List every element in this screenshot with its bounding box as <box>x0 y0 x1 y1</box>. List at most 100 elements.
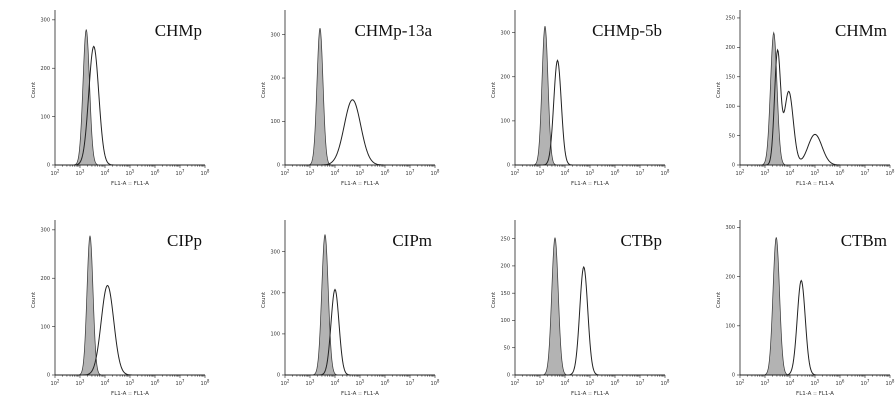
control-histogram <box>740 237 890 376</box>
histogram-panel-7: 0 50 100 150 200 250 102 103 104 105 106 107 108 FL1-… <box>491 220 670 397</box>
sample-histogram <box>515 59 665 166</box>
sample-histogram <box>55 284 205 376</box>
x-tick-label: 103 <box>306 379 315 388</box>
y-tick-label: 300 <box>40 228 50 234</box>
x-tick-label: 102 <box>736 379 745 388</box>
x-tick-label: 106 <box>151 379 160 388</box>
x-axis-label: FL1-A :: FL1-A <box>571 391 609 397</box>
y-tick-label: 0 <box>732 373 735 379</box>
panel-title: CTBm <box>841 231 887 250</box>
x-tick-label: 102 <box>511 379 520 388</box>
x-tick-label: 105 <box>356 379 365 388</box>
y-tick-label: 100 <box>500 318 510 324</box>
y-tick-label: 300 <box>270 249 280 255</box>
x-tick-label: 107 <box>861 379 870 388</box>
y-tick-label: 50 <box>729 133 735 139</box>
x-tick-label: 102 <box>51 169 60 178</box>
y-axis-label: Count <box>491 81 497 98</box>
x-tick-label: 107 <box>176 169 185 178</box>
panel-title: CIPp <box>167 231 202 250</box>
y-tick-label: 200 <box>500 74 510 80</box>
x-axis-label: FL1-A :: FL1-A <box>111 391 149 397</box>
sample-histogram <box>55 45 205 166</box>
x-tick-label: 102 <box>281 169 290 178</box>
x-tick-label: 105 <box>811 379 820 388</box>
x-tick-label: 107 <box>861 169 870 178</box>
panel-title: CHMm <box>835 21 887 40</box>
y-tick-label: 200 <box>725 274 735 280</box>
sample-histogram <box>740 279 890 376</box>
x-tick-label: 108 <box>431 379 440 388</box>
x-tick-label: 107 <box>636 379 645 388</box>
control-histogram <box>285 27 435 166</box>
y-tick-label: 0 <box>507 373 510 379</box>
x-tick-label: 105 <box>586 379 595 388</box>
y-tick-label: 250 <box>725 16 735 22</box>
y-tick-label: 50 <box>504 345 510 351</box>
sample-histogram <box>515 265 665 376</box>
x-tick-label: 104 <box>331 379 340 388</box>
x-tick-label: 108 <box>886 169 895 178</box>
y-tick-label: 200 <box>500 264 510 270</box>
x-tick-label: 107 <box>406 169 415 178</box>
x-tick-label: 106 <box>151 169 160 178</box>
y-tick-label: 100 <box>40 324 50 330</box>
y-axis-label: Count <box>261 291 267 308</box>
y-axis-label: Count <box>261 81 267 98</box>
y-tick-label: 0 <box>732 163 735 169</box>
control-histogram <box>55 235 205 376</box>
y-tick-label: 200 <box>270 76 280 82</box>
y-tick-label: 300 <box>725 225 735 231</box>
y-tick-label: 200 <box>40 276 50 282</box>
y-tick-label: 150 <box>500 291 510 297</box>
x-tick-label: 106 <box>611 379 620 388</box>
x-axis-label: FL1-A :: FL1-A <box>571 181 609 187</box>
x-tick-label: 103 <box>761 379 770 388</box>
x-tick-label: 105 <box>586 169 595 178</box>
y-tick-label: 300 <box>40 18 50 24</box>
x-tick-label: 104 <box>101 379 110 388</box>
x-tick-label: 104 <box>786 379 795 388</box>
control-histogram <box>515 237 665 376</box>
x-axis-label: FL1-A :: FL1-A <box>796 391 834 397</box>
y-tick-label: 0 <box>277 373 280 379</box>
panel-title: CHMp-5b <box>592 21 662 40</box>
x-tick-label: 103 <box>536 169 545 178</box>
control-histogram <box>515 25 665 166</box>
sample-histogram <box>285 288 435 376</box>
x-axis-label: FL1-A :: FL1-A <box>111 181 149 187</box>
x-tick-label: 103 <box>761 169 770 178</box>
y-tick-label: 100 <box>270 119 280 125</box>
x-tick-label: 104 <box>561 379 570 388</box>
x-axis-label: FL1-A :: FL1-A <box>341 391 379 397</box>
x-tick-label: 106 <box>836 169 845 178</box>
y-axis-label: Count <box>491 291 497 308</box>
x-tick-label: 108 <box>431 169 440 178</box>
x-tick-label: 105 <box>126 169 135 178</box>
x-tick-label: 108 <box>661 169 670 178</box>
x-tick-label: 106 <box>836 379 845 388</box>
panel-title: CHMp-13a <box>355 21 433 40</box>
x-tick-label: 108 <box>661 379 670 388</box>
panel-title: CTBp <box>620 231 662 250</box>
panel-title: CIPm <box>392 231 432 250</box>
x-tick-label: 107 <box>406 379 415 388</box>
x-tick-label: 106 <box>381 169 390 178</box>
x-tick-label: 107 <box>636 169 645 178</box>
y-tick-label: 100 <box>40 114 50 120</box>
y-tick-label: 300 <box>500 30 510 36</box>
y-tick-label: 300 <box>270 32 280 38</box>
y-tick-label: 150 <box>725 74 735 80</box>
x-tick-label: 103 <box>536 379 545 388</box>
y-tick-label: 100 <box>270 332 280 338</box>
x-tick-label: 102 <box>736 169 745 178</box>
x-tick-label: 103 <box>76 169 85 178</box>
histogram-panel-4: 0 50 100 150 200 250 102 103 104 105 106 107 108 FL1-… <box>716 10 895 187</box>
x-tick-label: 103 <box>306 169 315 178</box>
x-tick-label: 107 <box>176 379 185 388</box>
control-histogram <box>55 29 205 166</box>
